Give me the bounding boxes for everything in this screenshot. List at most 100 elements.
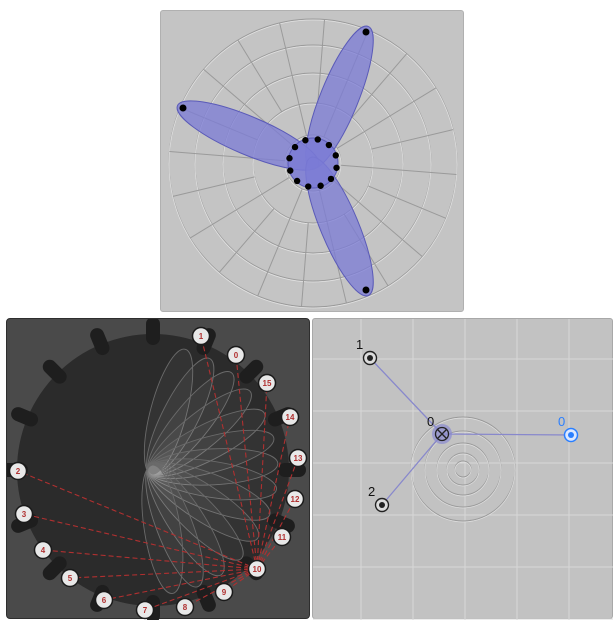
ring-node-label: 4 [41, 546, 46, 555]
ring-node-label: 14 [286, 413, 295, 422]
hub-point[interactable] [293, 177, 301, 185]
vector-canvas[interactable]: 0 1 2 0 [313, 319, 613, 620]
ring-node-label: 3 [22, 510, 27, 519]
ring-node-circle[interactable] [280, 407, 300, 427]
ring-node-circle[interactable] [288, 448, 308, 468]
ring-node-circle[interactable] [33, 540, 53, 560]
connector-line [381, 433, 443, 506]
target-dot [568, 432, 574, 438]
ring-node-circle[interactable] [214, 582, 234, 602]
ring-node-circle[interactable] [175, 597, 195, 617]
polar-editor-panel[interactable] [160, 10, 464, 312]
grid-ring-highlight [252, 103, 374, 225]
hub-point[interactable] [327, 175, 335, 183]
hub-point[interactable] [325, 141, 333, 149]
dashed-link [69, 568, 258, 579]
ring-node-label: 1 [199, 332, 204, 341]
ring-node-label: 12 [291, 495, 300, 504]
grid-ring-highlight [168, 19, 458, 309]
hub-point[interactable] [314, 136, 321, 143]
origin-point[interactable]: 0 [427, 414, 452, 444]
radial-node-panel[interactable]: 1 0 15 14 13 12 11 10 9 8 7 6 5 4 3 2 [6, 318, 311, 620]
ring-node[interactable]: 15 [257, 373, 277, 393]
ring-node[interactable]: 14 [280, 407, 300, 427]
ring-node[interactable]: 12 [285, 489, 305, 509]
target-label: 0 [558, 414, 565, 429]
ring-node-label: 11 [278, 533, 287, 542]
ring-node-circle[interactable] [285, 489, 305, 509]
ring-node-circle[interactable] [272, 527, 292, 547]
origin-label: 0 [427, 414, 434, 429]
dashed-links [17, 335, 299, 611]
petal-tip-point[interactable] [362, 286, 370, 294]
ring-node-label: 0 [234, 351, 239, 360]
dashed-link [144, 568, 258, 611]
grid-ring-highlight [194, 45, 432, 283]
concentric-ring-highlight [454, 461, 472, 479]
hub-point[interactable] [333, 164, 340, 171]
hub-point[interactable] [302, 137, 309, 144]
grid-spoke [336, 87, 437, 149]
hub-point[interactable] [305, 183, 312, 190]
ring-node-circle[interactable] [247, 559, 267, 579]
grid-spoke [237, 39, 283, 113]
ring-node[interactable]: 10 [247, 559, 267, 579]
connector-line [369, 357, 443, 435]
ring-node-circle[interactable] [60, 568, 80, 588]
ring-node-circle[interactable] [8, 461, 28, 481]
ring-node[interactable]: 4 [33, 540, 53, 560]
vector-editor-panel[interactable]: 0 1 2 0 [312, 318, 613, 620]
rim-tab [11, 407, 39, 427]
ring-node-circle[interactable] [14, 504, 34, 524]
dark-disk-circle [17, 334, 289, 606]
handle-point[interactable]: 1 [356, 337, 378, 366]
ring-node[interactable]: 2 [8, 461, 28, 481]
handle-point[interactable]: 2 [368, 484, 390, 513]
concentric-rings [410, 416, 516, 523]
connector-lines [369, 357, 572, 506]
ring-node[interactable]: 1 [191, 326, 211, 346]
ring-node-label: 10 [253, 565, 262, 574]
dashed-link [235, 354, 258, 570]
hub-point[interactable] [332, 152, 339, 159]
control-points[interactable] [179, 28, 370, 294]
concentric-ring [436, 442, 490, 496]
point-handles[interactable]: 0 1 2 0 [356, 337, 579, 513]
dashed-link [256, 457, 299, 570]
ring-node-circle[interactable] [94, 590, 114, 610]
hub-point[interactable] [317, 182, 324, 189]
ring-node[interactable]: 8 [175, 597, 195, 617]
ring-node-circle[interactable] [191, 326, 211, 346]
hub-point[interactable] [287, 167, 294, 174]
origin-cross [437, 429, 447, 439]
grid-ring-highlight [222, 73, 404, 255]
ring-node[interactable]: 3 [14, 504, 34, 524]
ring-node[interactable]: 13 [288, 448, 308, 468]
ring-node-circle[interactable] [257, 373, 277, 393]
hub-circle [287, 137, 339, 189]
ring-node[interactable]: 6 [94, 590, 114, 610]
target-point[interactable]: 0 [558, 414, 579, 443]
grid-spoke [218, 208, 275, 273]
ring-node[interactable]: 0 [226, 345, 246, 365]
grid-spoke [368, 185, 447, 219]
origin-circle[interactable] [434, 426, 450, 442]
ring-node[interactable]: 5 [60, 568, 80, 588]
rim-tab [239, 359, 264, 384]
rim-tab [42, 359, 67, 384]
grid-spoke [257, 188, 303, 297]
petal-tip-point[interactable] [362, 28, 370, 36]
petal-tip-point[interactable] [179, 104, 187, 112]
grid-spoke [333, 180, 423, 258]
hub-point[interactable] [291, 143, 299, 151]
connector-line [441, 433, 572, 436]
ring-node[interactable]: 9 [214, 582, 234, 602]
ring-node-label: 2 [16, 467, 21, 476]
hub-point[interactable] [286, 155, 293, 162]
ring-node-circle[interactable] [226, 345, 246, 365]
ring-node[interactable]: 7 [135, 600, 155, 620]
polar-canvas[interactable] [161, 11, 465, 313]
ring-node[interactable]: 11 [272, 527, 292, 547]
